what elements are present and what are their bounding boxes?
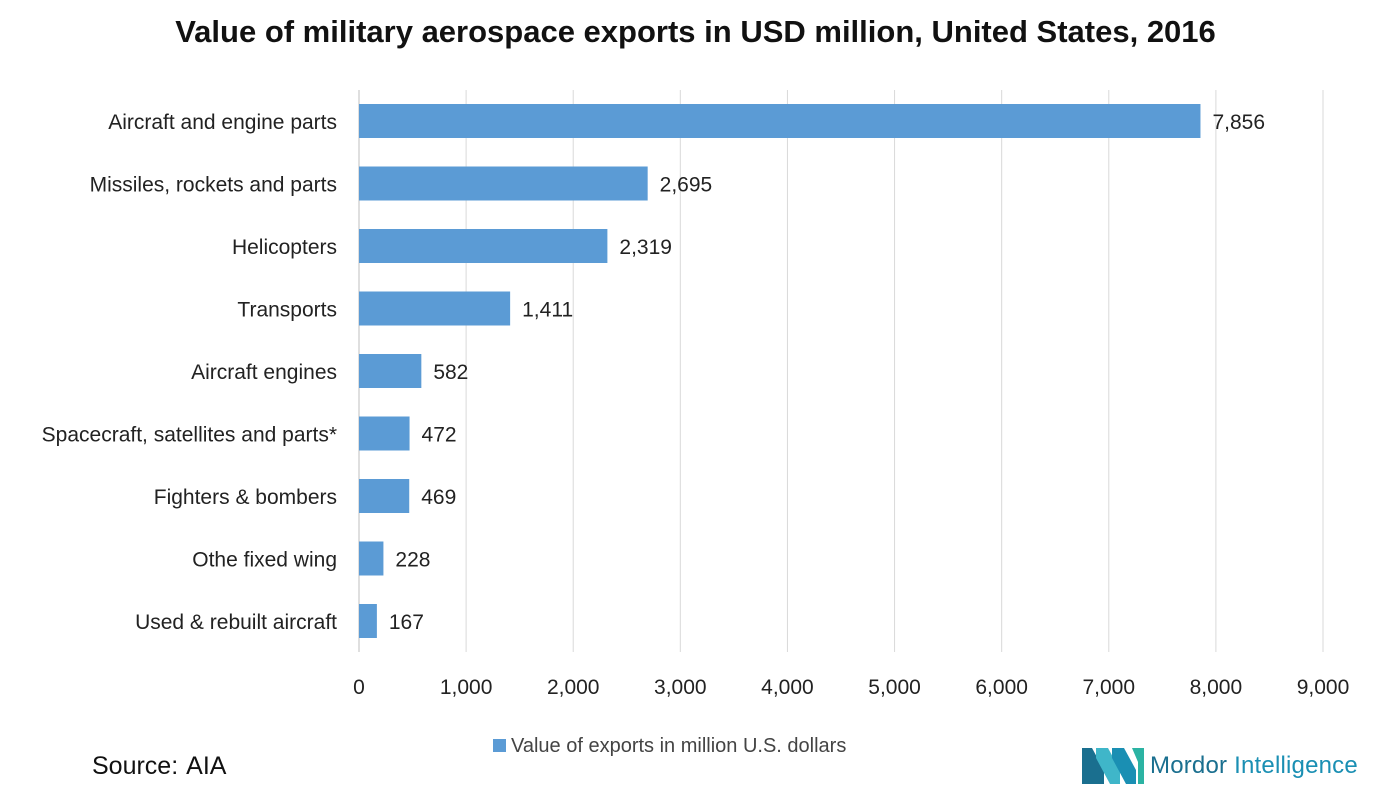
legend-label: Value of exports in million U.S. dollars (511, 735, 846, 757)
x-tick-label: 3,000 (654, 676, 707, 699)
bar (359, 479, 410, 513)
data-label: 167 (389, 611, 424, 634)
data-label: 582 (433, 361, 468, 384)
x-tick-label: 7,000 (1082, 676, 1135, 699)
category-label: Helicopters (232, 236, 337, 259)
x-tick-label: 9,000 (1297, 676, 1350, 699)
category-label: Used & rebuilt aircraft (135, 611, 337, 634)
data-label: 7,856 (1212, 111, 1265, 134)
category-label: Aircraft and engine parts (108, 111, 337, 134)
bar (359, 166, 648, 201)
x-tick-label: 8,000 (1190, 676, 1243, 699)
logo-word-mordor: Mordor (1150, 752, 1228, 779)
x-tick-label: 4,000 (761, 676, 814, 699)
logo-mark-icon (1082, 748, 1144, 784)
x-tick-label: 6,000 (975, 676, 1028, 699)
logo-word-intelligence: Intelligence (1234, 752, 1358, 779)
bar (359, 229, 608, 263)
value-labels: 7,856 2,695 2,319 1,411 582 472 469 228 167 (389, 111, 1265, 634)
bar (359, 104, 1201, 138)
data-label: 2,319 (619, 236, 672, 259)
category-label: Aircraft engines (191, 361, 337, 384)
mordor-intelligence-logo: Mordor Intelligence (1082, 746, 1358, 786)
category-label: Othe fixed wing (192, 549, 337, 572)
legend-swatch (493, 739, 506, 752)
x-tick-label: 0 (353, 676, 365, 699)
category-label: Fighters & bombers (154, 486, 337, 509)
x-tick-label: 5,000 (868, 676, 921, 699)
x-tick-labels: 0 1,000 2,000 3,000 4,000 5,000 6,000 7,000 8,00… (353, 676, 1349, 699)
bar (359, 604, 377, 638)
logo-text: Mordor Intelligence (1150, 752, 1358, 780)
bar (359, 416, 410, 451)
data-label: 1,411 (522, 299, 573, 322)
bar (359, 354, 422, 388)
legend: Value of exports in million U.S. dollars (493, 735, 846, 757)
bar (359, 541, 384, 576)
x-tick-label: 1,000 (440, 676, 493, 699)
chart-title: Value of military aerospace exports in U… (175, 14, 1216, 49)
source-value: AIA (186, 752, 227, 780)
category-labels: Aircraft and engine parts Missiles, rocke… (42, 111, 337, 634)
category-label: Spacecraft, satellites and parts* (42, 424, 337, 447)
bars (359, 104, 1201, 638)
data-label: 469 (421, 486, 456, 509)
category-label: Missiles, rockets and parts (90, 174, 337, 197)
source-label: Source: (92, 752, 179, 780)
data-label: 228 (395, 549, 430, 572)
data-label: 2,695 (660, 174, 713, 197)
category-label: Transports (237, 299, 337, 322)
x-tick-label: 2,000 (547, 676, 600, 699)
data-label: 472 (422, 424, 457, 447)
bar (359, 291, 511, 326)
source-note: Source: AIA (92, 752, 226, 781)
